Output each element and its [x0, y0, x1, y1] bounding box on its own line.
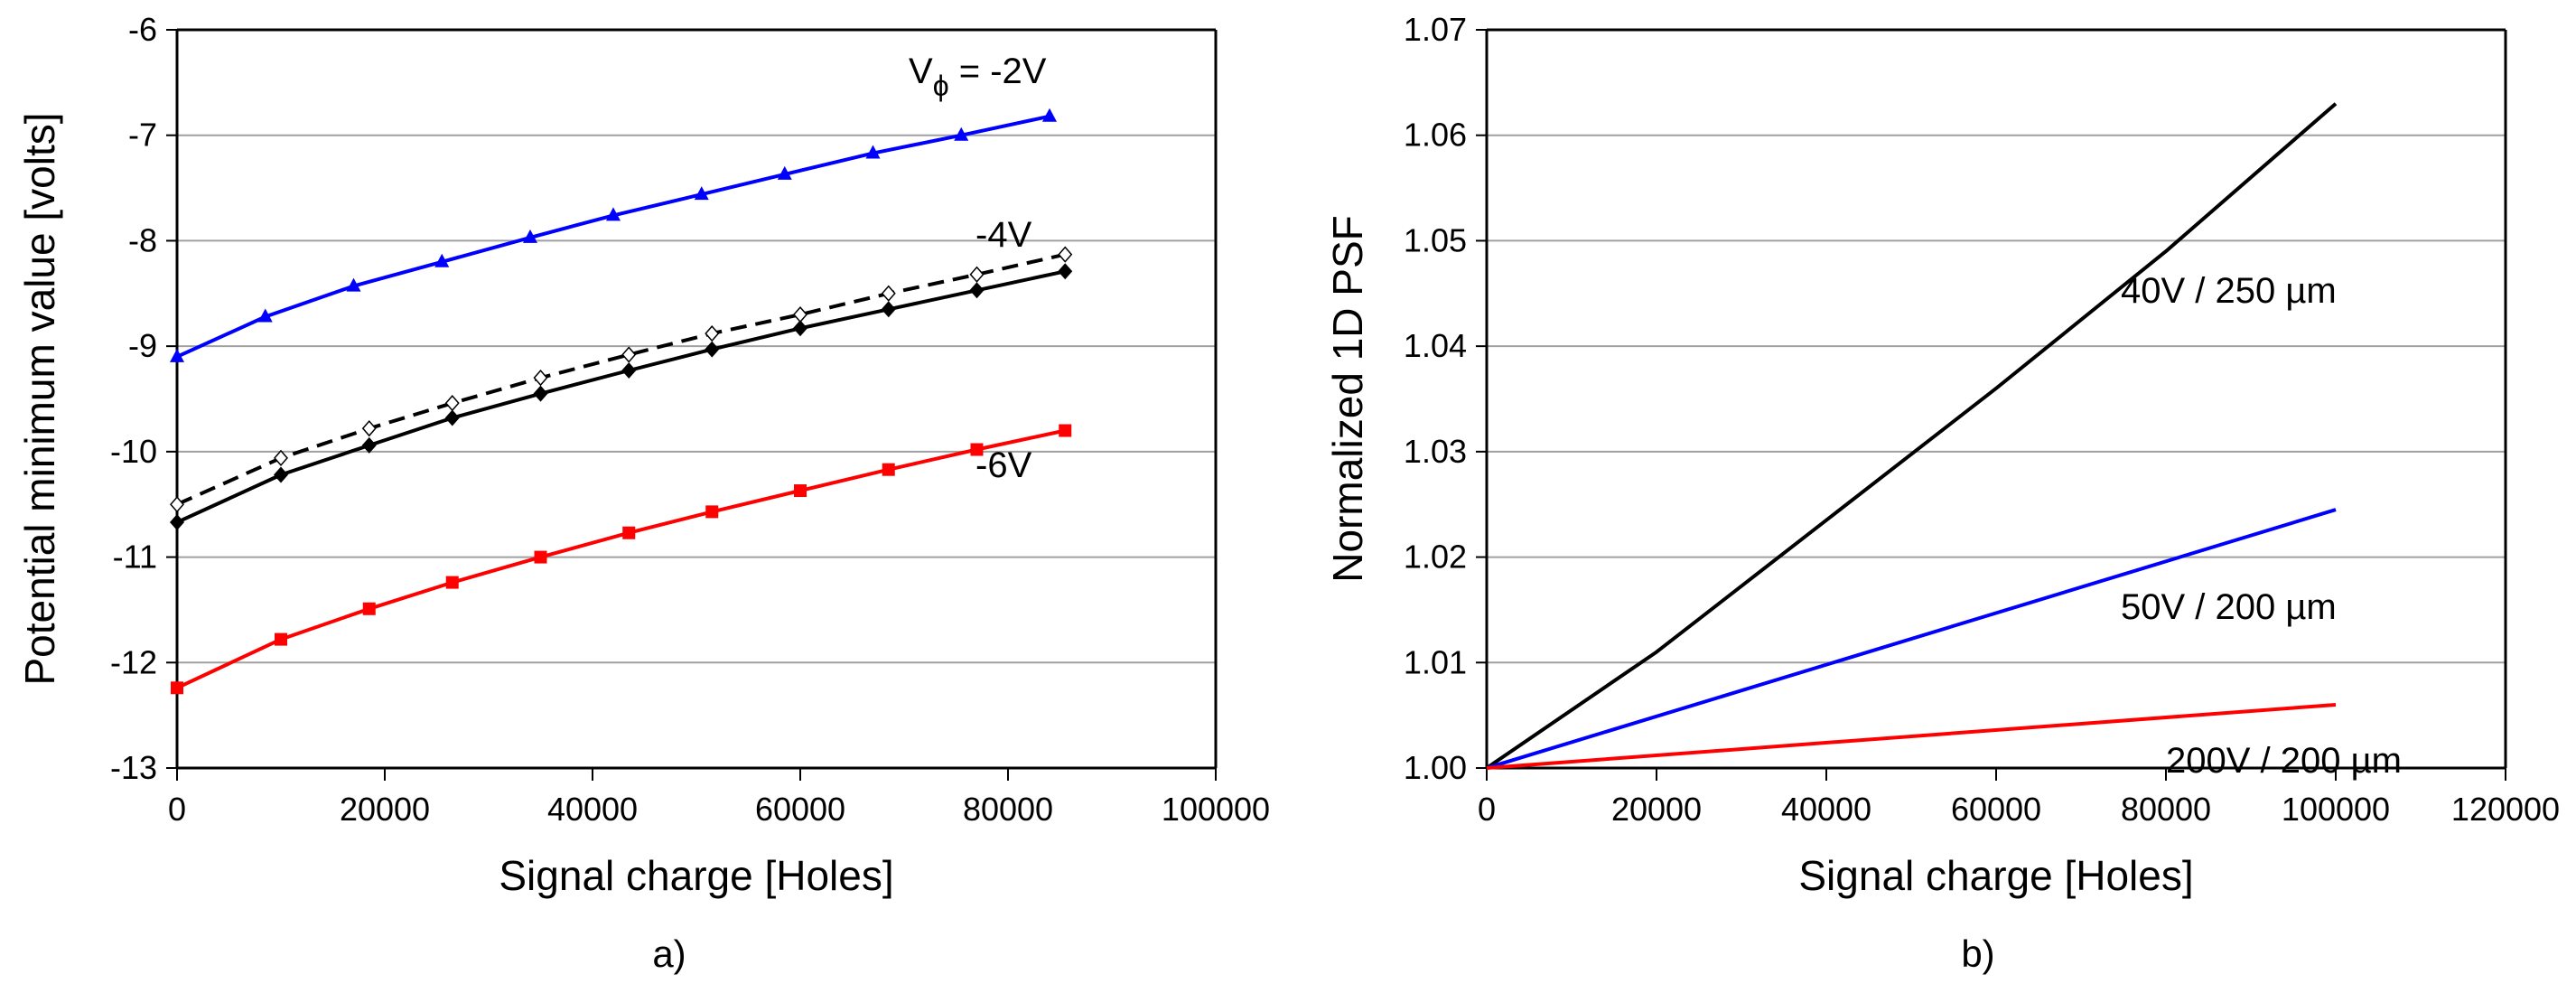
data-point-square [171, 681, 183, 695]
data-point-open-diamond [444, 395, 460, 412]
data-point-diamond [793, 320, 807, 337]
series-line [1485, 102, 2338, 770]
data-point-triangle [1042, 108, 1057, 122]
y-tick-label: -10 [110, 433, 157, 470]
y-tick-label: -8 [128, 221, 157, 258]
data-point-open-diamond [170, 496, 184, 513]
series-line [1486, 508, 2337, 770]
y-tick-label: -11 [113, 539, 157, 576]
x-tick-label: 20000 [340, 791, 430, 828]
data-point-open-diamond [1058, 246, 1073, 263]
data-point-diamond [533, 385, 548, 402]
annotation-vphi: Vϕ = -2V [909, 52, 1047, 102]
x-axis-label: Signal charge [Holes] [499, 852, 893, 899]
data-point-square [882, 463, 895, 476]
annotation-subscript: ϕ [933, 70, 949, 102]
data-point-triangle [865, 145, 881, 159]
data-point-square [970, 443, 984, 456]
data-point-square [705, 505, 719, 519]
series-label: 40V / 250 µm [2121, 271, 2337, 311]
data-point-square [445, 576, 459, 589]
y-tick-label: -7 [128, 117, 157, 154]
y-tick-label: 1.02 [1404, 539, 1467, 576]
x-tick-label: 40000 [1781, 791, 1871, 828]
series-line [176, 114, 1050, 359]
x-tick-label: 80000 [2121, 791, 2211, 828]
data-point-diamond [705, 341, 720, 358]
data-point-diamond [881, 301, 896, 318]
y-tick-label: -9 [128, 327, 157, 364]
data-point-open-diamond [533, 370, 548, 387]
data-point-diamond [969, 282, 985, 299]
data-point-diamond [274, 466, 288, 483]
data-point-open-diamond [274, 449, 288, 466]
annotation-4v: -4V [975, 215, 1032, 255]
data-point-triangle [434, 253, 450, 267]
x-tick-label: 0 [1478, 791, 1496, 828]
series-line [176, 428, 1066, 690]
annotation-text: V [909, 52, 933, 91]
data-point-diamond [621, 361, 637, 379]
data-point-diamond [444, 409, 460, 426]
x-tick-label: 0 [168, 791, 186, 828]
data-point-diamond [170, 514, 184, 531]
x-tick-label: 20000 [1611, 791, 1702, 828]
data-point-triangle [694, 186, 709, 201]
data-point-triangle [606, 207, 621, 221]
data-point-square [534, 550, 547, 564]
x-axis-label: Signal charge [Holes] [1798, 852, 2193, 899]
x-tick-label: 100000 [2282, 791, 2390, 828]
data-point-open-diamond [793, 305, 807, 323]
annotation-text: = -2V [949, 52, 1047, 91]
data-point-triangle [257, 308, 273, 323]
data-point-triangle [346, 277, 361, 292]
x-tick-label: 120000 [2451, 791, 2560, 828]
data-point-square [1059, 424, 1072, 437]
data-point-diamond [361, 436, 377, 454]
y-axis-label: Potential minimum value [volts] [16, 112, 63, 685]
data-point-triangle [954, 126, 969, 141]
data-point-open-diamond [361, 420, 377, 437]
x-tick-label: 100000 [1162, 791, 1270, 828]
data-point-triangle [523, 229, 537, 243]
series-line [1486, 703, 2337, 770]
data-point-open-diamond [705, 324, 720, 342]
chart-a: -6 -7 -8 -9 -10 -11 -12 -13 0 20000 40000 60000 8000… [16, 11, 1270, 975]
data-point-open-diamond [621, 346, 637, 363]
annotation-6v: -6V [975, 445, 1032, 485]
series-line [176, 252, 1066, 507]
y-tick-label: 1.05 [1404, 221, 1467, 258]
data-point-open-diamond [881, 285, 896, 302]
data-point-square [794, 484, 807, 498]
y-tick-label: -12 [110, 643, 157, 680]
y-tick-label: 1.03 [1404, 433, 1467, 470]
data-point-triangle [777, 165, 792, 180]
data-point-square [275, 632, 287, 646]
y-tick-label: 1.00 [1404, 749, 1467, 786]
panel-label: a) [652, 932, 686, 975]
x-tick-label: 60000 [755, 791, 845, 828]
y-tick-label: 1.06 [1404, 117, 1467, 154]
y-tick-label: -6 [128, 11, 157, 48]
x-tick-label: 40000 [547, 791, 638, 828]
y-tick-label: 1.07 [1404, 11, 1467, 48]
y-tick-label: 1.04 [1404, 327, 1467, 364]
series-label: 50V / 200 µm [2121, 587, 2337, 627]
series-line [176, 269, 1066, 524]
y-tick-label: -13 [110, 749, 157, 786]
x-tick-label: 60000 [1951, 791, 2041, 828]
data-point-open-diamond [969, 266, 985, 283]
series-label: 200V / 200 µm [2166, 741, 2402, 781]
data-point-triangle [170, 348, 184, 362]
y-axis-label: Normalized 1D PSF [1324, 215, 1371, 582]
y-tick-label: 1.01 [1404, 643, 1467, 680]
x-tick-label: 80000 [963, 791, 1053, 828]
data-point-diamond [1058, 263, 1073, 280]
chart-b: 1.07 1.06 1.05 1.04 1.03 1.02 1.01 1.00 0 20000 40… [1324, 11, 2560, 975]
panel-label: b) [1961, 932, 1994, 975]
data-point-square [622, 526, 636, 539]
data-point-square [362, 602, 376, 615]
